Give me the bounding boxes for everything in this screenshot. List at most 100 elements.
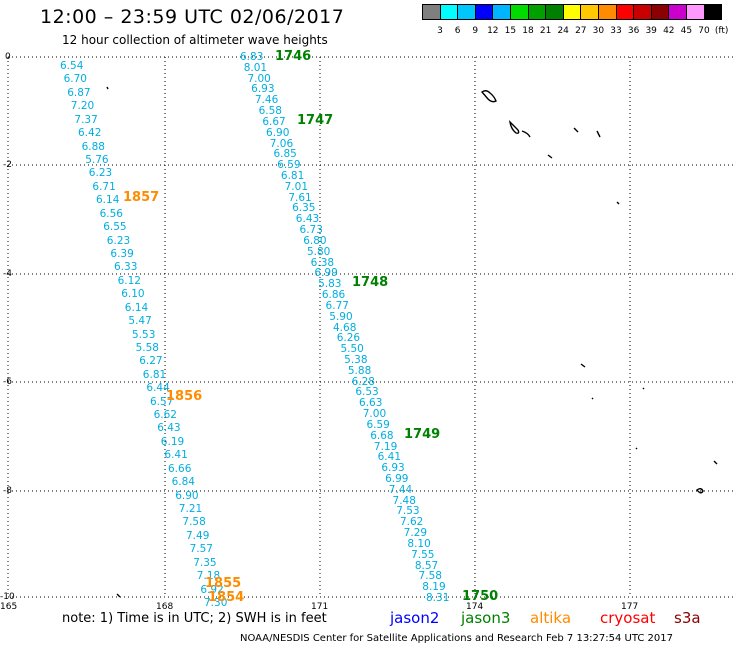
wave-height-value: 6.57 (150, 395, 174, 408)
scale-label: 45 (680, 26, 693, 36)
wave-height-value: 6.99 (314, 267, 338, 280)
satellite-jason3: jason3 (461, 609, 511, 627)
wave-height-value: 6.77 (325, 299, 349, 312)
x-tick-label: 171 (311, 602, 329, 612)
satellite-altika: altika (530, 609, 572, 627)
wave-height-value: 6.41 (164, 449, 188, 462)
pass-label-1747: 1747 (297, 113, 334, 128)
wave-height-value: 6.39 (110, 247, 134, 260)
wave-height-value: 6.70 (63, 73, 87, 86)
y-tick-label: 0 (5, 52, 11, 62)
island (616, 201, 620, 205)
wave-height-value: 6.92 (200, 583, 224, 596)
wave-height-value: 7.62 (399, 516, 424, 529)
wave-height-value: 6.93 (381, 462, 405, 475)
wave-height-value: 7.00 (247, 72, 271, 85)
y-tick-label: -2 (3, 160, 12, 170)
wave-height-value: 7.01 (284, 180, 309, 193)
wave-height-value: 7.58 (418, 570, 442, 583)
scale-label: 70 (698, 26, 710, 36)
island (106, 86, 109, 90)
wave-height-value: 6.14 (96, 194, 120, 207)
island (635, 447, 638, 450)
wave-height-value: 8.19 (422, 581, 446, 594)
island (573, 127, 579, 133)
island (713, 460, 718, 465)
wave-height-value: 6.71 (92, 180, 116, 193)
scale-label: 30 (592, 26, 605, 36)
wave-height-value: 6.81 (280, 170, 305, 183)
wave-height-value: 5.50 (340, 343, 364, 356)
footer-credit: NOAA/NESDIS Center for Satellite Applica… (240, 633, 673, 644)
scale-label: 24 (557, 26, 569, 36)
wave-height-value: 6.80 (303, 234, 327, 247)
pass-label-1857: 1857 (123, 190, 160, 205)
wave-height-value: 5.76 (85, 153, 109, 166)
island (696, 488, 704, 494)
scale-label: 27 (575, 26, 587, 36)
wave-height-value: 6.38 (310, 256, 335, 269)
wave-height-value: 5.53 (132, 328, 156, 341)
wave-height-value: 6.42 (78, 127, 102, 140)
wave-height-value: 7.35 (193, 556, 217, 569)
wave-height-value: 6.12 (117, 274, 141, 287)
pass-label-1746: 1746 (275, 49, 312, 64)
island (480, 90, 497, 103)
scale-swatch (703, 4, 723, 20)
wave-height-value: 6.41 (377, 451, 402, 464)
scale-label: 36 (627, 26, 640, 36)
satellite-cryosat: cryosat (600, 609, 656, 627)
island (642, 387, 645, 390)
wave-height-value: 8.01 (243, 61, 268, 74)
wave-height-value: 5.90 (329, 310, 353, 323)
wave-height-value: 7.48 (392, 494, 416, 507)
x-tick-label: 165 (0, 602, 18, 612)
wave-height-value: 6.26 (336, 332, 361, 345)
wave-height-value: 8.10 (407, 537, 431, 550)
wave-height-value: 6.67 (262, 115, 286, 128)
wave-height-value: 6.73 (299, 224, 323, 237)
wave-height-value: 6.59 (366, 418, 390, 431)
wave-height-value: 7.20 (70, 100, 95, 113)
wave-height-value: 5.38 (344, 353, 368, 366)
y-tick-label: -10 (0, 592, 15, 602)
wave-height-value: 7.49 (186, 529, 210, 542)
wave-height-value: 6.28 (351, 375, 375, 388)
wave-height-value: 4.68 (333, 321, 357, 334)
x-tick-label: 174 (466, 602, 484, 612)
wave-height-value: 7.44 (388, 483, 413, 496)
pass-label-1854: 1854 (208, 590, 245, 605)
wave-height-value: 6.58 (258, 105, 282, 118)
wave-height-value: 5.47 (128, 315, 152, 328)
wave-height-value: 6.68 (370, 429, 394, 442)
wave-height-value: 6.90 (266, 126, 290, 139)
x-tick-label: 168 (156, 602, 174, 612)
wave-height-value: 6.90 (175, 489, 199, 502)
wave-height-value: 7.37 (74, 113, 98, 126)
wave-height-value: 7.00 (362, 408, 387, 421)
page-title: 12:00 – 23:59 UTC 02/06/2017 (40, 6, 345, 28)
wave-height-value: 6.87 (67, 86, 91, 99)
scale-label: 33 (610, 26, 622, 36)
wave-height-value: 7.55 (411, 548, 435, 561)
wave-height-value: 6.43 (295, 213, 320, 226)
wave-height-value: 6.93 (251, 83, 275, 96)
wave-height-value: 6.62 (153, 409, 177, 422)
wave-height-value: 5.88 (347, 364, 372, 377)
page-subtitle: 12 hour collection of altimeter wave hei… (62, 33, 328, 47)
island (521, 130, 531, 138)
wave-height-value: 5.80 (306, 245, 331, 258)
wave-height-value: 7.19 (373, 440, 398, 453)
wave-height-value: 7.46 (254, 94, 279, 107)
satellite-jason2: jason2 (390, 609, 440, 627)
wave-height-value: 6.10 (121, 288, 145, 301)
island (547, 154, 553, 159)
scale-label: (ft) (714, 26, 729, 36)
wave-height-value: 7.29 (403, 527, 428, 540)
wave-height-value: 5.58 (135, 341, 159, 354)
wave-height-value: 7.58 (182, 516, 206, 529)
wave-height-value: 6.99 (385, 472, 409, 485)
island (116, 593, 121, 598)
scale-label: 21 (539, 26, 552, 36)
